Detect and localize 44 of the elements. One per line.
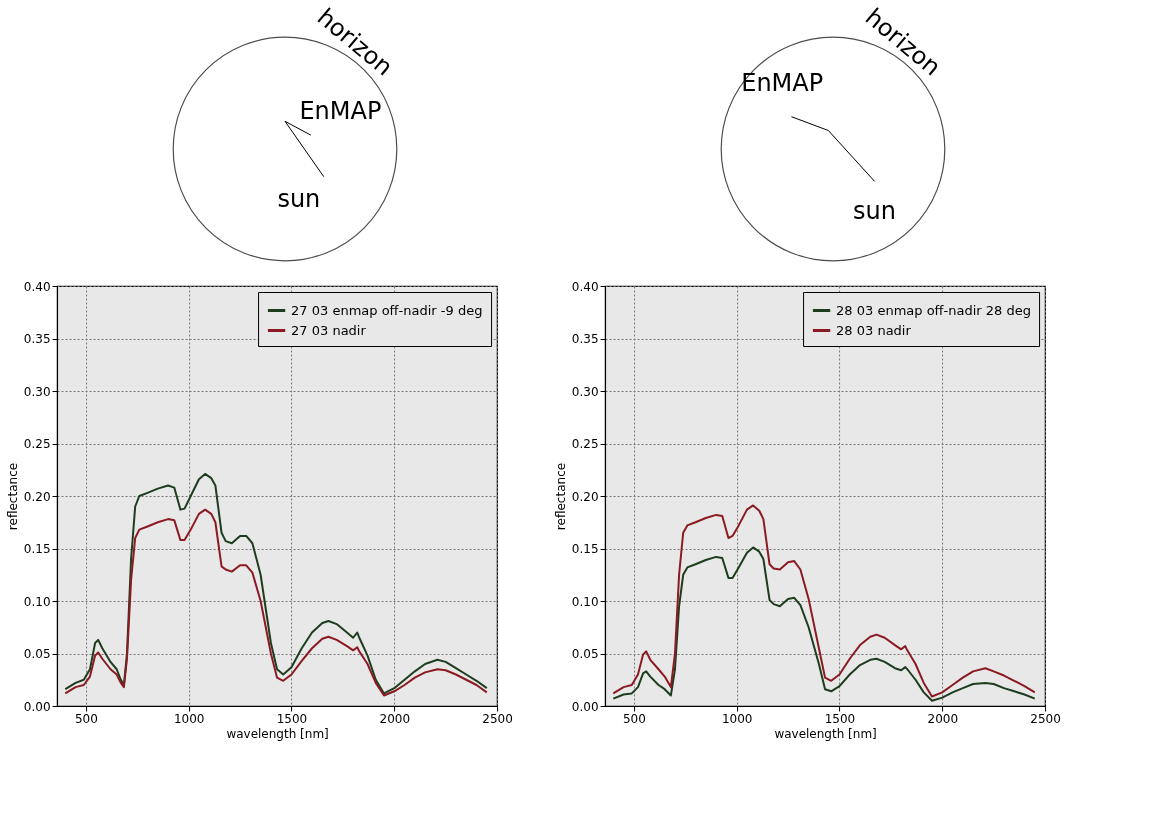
x-tick-label: 1500	[824, 711, 856, 726]
y-tick-label: 0.40	[23, 279, 51, 294]
legend-label: 27 03 nadir	[291, 322, 367, 338]
x-tick-label: 1500	[276, 711, 308, 726]
y-tick-label: 0.10	[23, 594, 51, 609]
legend-label: 27 03 enmap off-nadir -9 deg	[291, 302, 483, 318]
x-tick-label: 500	[622, 711, 646, 726]
y-tick-label: 0.35	[23, 332, 51, 346]
line-series	[64, 472, 488, 695]
legend-label: 28 03 nadir	[836, 322, 912, 338]
y-tick-label: 0.30	[571, 384, 599, 399]
text: EnMAP	[299, 97, 382, 126]
line-series	[64, 508, 488, 697]
x-tick-label: 2000	[927, 711, 959, 726]
y-tick-label: 0.05	[23, 647, 51, 661]
x-tick-label: 1000	[721, 711, 753, 726]
text: EnMAP	[741, 69, 824, 98]
y-tick-label: 0.35	[571, 332, 599, 346]
y-tick-label: 0.40	[571, 279, 599, 294]
y-tick-label: 0.15	[23, 542, 51, 556]
x-tick-label: 1000	[173, 711, 205, 726]
text: sun	[853, 196, 897, 225]
x-tick-label: 2500	[482, 711, 513, 726]
y-axis-title: reflectance	[5, 462, 20, 531]
line-series	[612, 546, 1036, 702]
line-series	[612, 504, 1036, 698]
y-tick-label: 0.15	[571, 542, 599, 556]
text: sun	[277, 184, 321, 213]
x-axis-title: wavelength [nm]	[774, 726, 877, 741]
x-tick-label: 500	[74, 711, 98, 726]
y-tick-label: 0.10	[571, 594, 599, 609]
legend-label: 28 03 enmap off-nadir 28 deg	[836, 302, 1031, 318]
y-tick-label: 0.00	[571, 699, 599, 714]
x-tick-label: 2000	[379, 711, 411, 726]
x-axis-title: wavelength [nm]	[226, 726, 329, 741]
x-tick-label: 2500	[1030, 711, 1061, 726]
y-tick-label: 0.30	[23, 384, 51, 399]
y-axis-title: reflectance	[553, 462, 568, 531]
y-tick-label: 0.25	[23, 437, 51, 451]
y-tick-label: 0.20	[23, 489, 51, 504]
y-tick-label: 0.20	[571, 489, 599, 504]
y-tick-label: 0.00	[23, 699, 51, 714]
y-tick-label: 0.05	[571, 647, 599, 661]
y-tick-label: 0.25	[571, 437, 599, 451]
